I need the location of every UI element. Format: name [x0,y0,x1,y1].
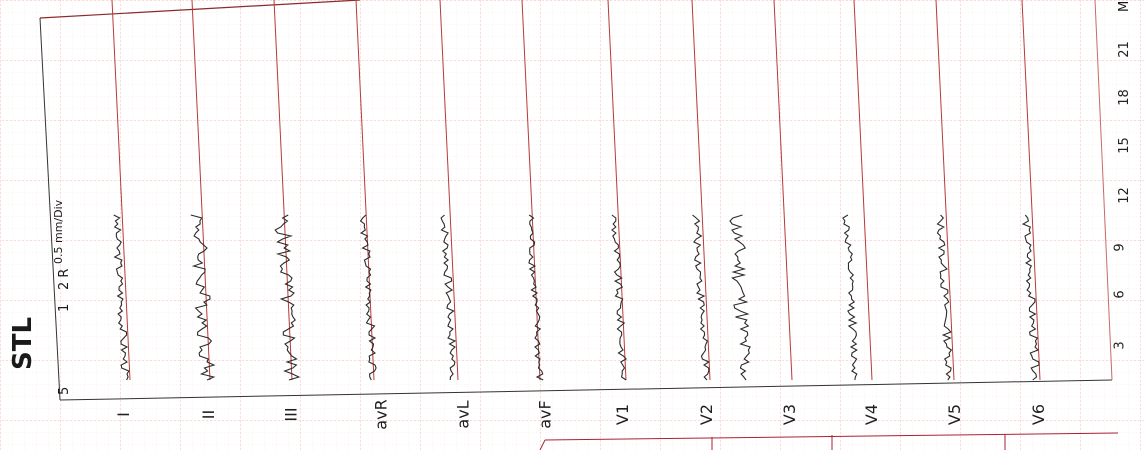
lead-label-avl: avL [453,400,473,429]
lead-label-v2: V2 [697,403,717,426]
lead-separator-v3 [773,0,793,381]
time-tick-21: 21 [1116,41,1132,58]
time-tick-12: 12 [1116,187,1132,204]
lead-label-avf: avF [535,400,555,429]
trace-v1 [611,214,627,381]
time-tick-9: 9 [1112,243,1128,252]
lead-separator-v4 [853,0,873,381]
scale-text: 0.5 mm/Div [52,199,65,264]
report-title: STL [8,316,38,370]
trace-ii [190,214,216,381]
chart-frame [39,0,361,19]
trace-v5 [936,214,953,381]
time-unit: M [1117,0,1132,12]
lead-label-v5: V5 [945,403,965,426]
lead-separator-iii [273,0,293,381]
trace-v2 [692,214,710,381]
trace-v6 [1021,214,1040,381]
lead-separator-avf [521,0,541,381]
lead-separator-avr [355,0,375,381]
lead-separator-v2 [691,0,711,381]
time-tick-15: 15 [1116,137,1132,154]
lead-separator-v6 [1021,0,1041,381]
lead-label-v4: V4 [862,403,882,426]
lead-label-v6: V6 [1029,403,1049,426]
lead-separator-i [111,0,131,381]
trace-avf [528,214,544,381]
trace-avl [440,214,457,381]
lead-separator-v1 [607,0,627,381]
trace-i [113,214,130,381]
lead-label-iii: III [281,407,301,422]
time-tick-6: 6 [1112,290,1128,299]
lead-label-v1: V1 [613,403,633,426]
trace-v4 [842,214,858,381]
lead-label-i: I [113,412,133,417]
lead-separator-ii [191,0,211,381]
lead-label-ii: II [199,409,219,420]
lead-separator-v5 [935,0,955,381]
mark-5: 5 [57,386,72,395]
mark-1: 1 [57,303,72,312]
mark-2r: 2 R [57,268,72,290]
time-tick-3: 3 [1112,341,1128,350]
trace-v3 [729,214,751,381]
time-tick-18: 18 [1116,89,1132,106]
trace-iii [274,214,301,381]
lead-label-v3: V3 [780,403,800,426]
lead-separator-avl [439,0,459,381]
trace-avr [359,214,377,381]
lead-label-avr: avR [371,399,391,430]
